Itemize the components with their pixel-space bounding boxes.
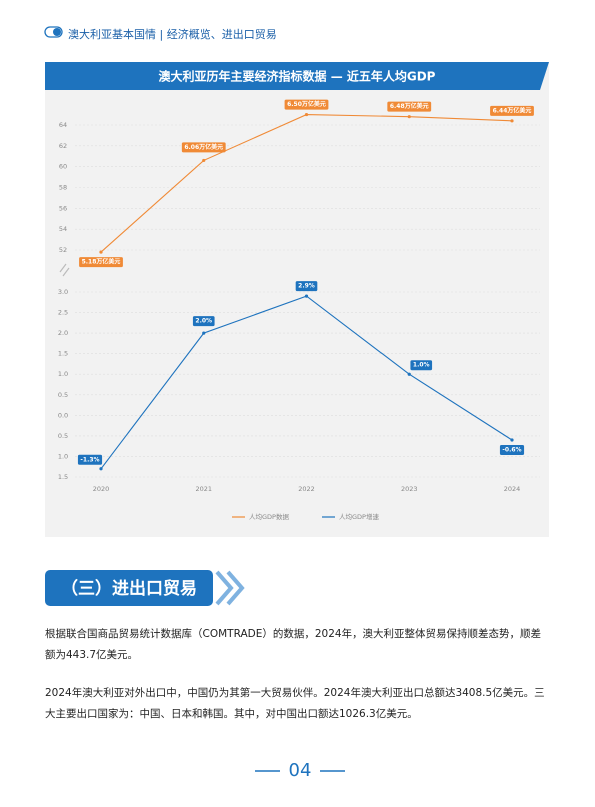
y-tick-label: 64 bbox=[59, 121, 67, 129]
data-label-bg bbox=[295, 281, 318, 292]
data-point bbox=[407, 372, 411, 376]
data-label: 6.48万亿美元 bbox=[390, 102, 429, 110]
y-tick-label: 54 bbox=[59, 225, 67, 233]
data-label: -1.3% bbox=[80, 456, 99, 463]
data-label: 1.0% bbox=[413, 362, 430, 369]
data-point bbox=[407, 115, 411, 119]
y-tick-label: 1.5 bbox=[58, 350, 68, 358]
data-label: 5.18万亿美元 bbox=[82, 258, 121, 266]
data-point bbox=[510, 438, 514, 442]
axis-break bbox=[59, 263, 70, 277]
page-number-box: 04 bbox=[255, 760, 345, 781]
data-point bbox=[304, 112, 309, 117]
y-tick-label: 56 bbox=[59, 204, 67, 212]
y-tick-label: 62 bbox=[59, 142, 67, 150]
paragraph: 2024年澳大利亚对外出口中，中国仍为其第一大贸易伙伴。2024年澳大利亚出口总… bbox=[45, 687, 545, 720]
header: 澳大利亚基本国情 | 经济概览、进出口贸易 bbox=[68, 28, 277, 41]
y-tick-label: 0.5 bbox=[58, 391, 68, 399]
data-label: 2.9% bbox=[298, 283, 315, 290]
data-label-bg bbox=[490, 105, 534, 116]
data-label-bg bbox=[387, 101, 432, 112]
y-tick-label: 1.0 bbox=[58, 370, 68, 378]
data-point bbox=[99, 250, 103, 254]
data-label-bg bbox=[410, 360, 433, 371]
data-label: 6.06万亿美元 bbox=[184, 143, 223, 151]
y-tick-label: 0.0 bbox=[58, 411, 68, 419]
data-point bbox=[99, 467, 103, 471]
y-tick-label: 1.5 bbox=[58, 473, 68, 481]
paragraph: 根据联合国商品贸易统计数据库（COMTRADE）的数据，2024年，澳大利亚整体… bbox=[45, 628, 542, 661]
data-label: -0.6% bbox=[502, 447, 521, 454]
data-label-bg bbox=[77, 454, 103, 465]
x-tick-label: 2021 bbox=[195, 485, 212, 493]
data-label: 6.44万亿美元 bbox=[493, 106, 532, 114]
data-label-bg bbox=[499, 445, 525, 455]
data-label: 6.50万亿美元 bbox=[287, 100, 326, 108]
page-number: 04 bbox=[289, 760, 312, 781]
x-tick-label: 2022 bbox=[298, 485, 315, 493]
section-heading-box: （三）进出口贸易 bbox=[45, 570, 245, 606]
y-tick-label: 2.5 bbox=[58, 309, 68, 317]
legend-label: 人均GDP数据 bbox=[249, 512, 289, 521]
section-title: （三）进出口贸易 bbox=[61, 578, 197, 599]
data-label: 2.0% bbox=[195, 318, 212, 325]
title-bar bbox=[45, 62, 549, 90]
legend-label: 人均GDP增速 bbox=[339, 512, 379, 521]
data-point bbox=[510, 119, 514, 123]
data-label-bg bbox=[181, 142, 226, 153]
x-tick-label: 2023 bbox=[401, 485, 418, 493]
data-label-bg bbox=[192, 316, 215, 327]
data-label-bg bbox=[79, 257, 123, 268]
x-tick-label: 2020 bbox=[93, 485, 110, 493]
toggle-icon bbox=[44, 26, 63, 38]
y-tick-label: 0.5 bbox=[58, 432, 68, 440]
data-label-bg bbox=[284, 99, 329, 110]
data-point bbox=[304, 294, 309, 298]
y-tick-label: 60 bbox=[59, 163, 67, 171]
chart: 澳大利亚历年主要经济指标数据 — 近五年人均GDP 52 54 56 58 60 62 64… bbox=[45, 62, 549, 537]
x-tick-label: 2024 bbox=[504, 485, 521, 493]
chart-title: 澳大利亚历年主要经济指标数据 — 近五年人均GDP bbox=[159, 69, 436, 84]
y-tick-label: 52 bbox=[59, 246, 67, 254]
y-tick-label: 1.0 bbox=[58, 452, 68, 460]
y-tick-label: 3.0 bbox=[58, 288, 68, 296]
y-tick-label: 58 bbox=[59, 184, 67, 192]
y-tick-label: 2.0 bbox=[58, 329, 68, 337]
data-point bbox=[202, 331, 206, 335]
data-point bbox=[202, 158, 206, 163]
